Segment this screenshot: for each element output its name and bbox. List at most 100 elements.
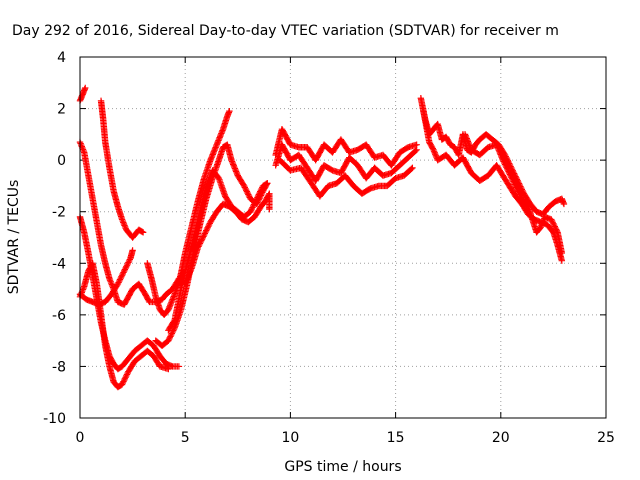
plot-frame	[79, 56, 607, 419]
data-point	[412, 147, 419, 154]
data-point	[513, 185, 521, 192]
data-point	[516, 191, 523, 198]
data-point	[205, 221, 213, 229]
data-point	[171, 291, 178, 299]
data-point	[240, 182, 248, 190]
data-point	[166, 302, 174, 309]
data-point	[82, 84, 89, 92]
series-track-11	[272, 126, 420, 169]
chart-title: Day 292 of 2016, Sidereal Day-to-day VTE…	[12, 23, 559, 39]
data-point	[413, 146, 420, 154]
data-point	[169, 328, 176, 336]
data-point	[118, 273, 125, 280]
data-point	[167, 331, 175, 339]
data-point	[506, 169, 513, 177]
data-point	[121, 266, 129, 273]
y-tick-label: 4	[57, 50, 66, 66]
data-point	[512, 182, 519, 190]
data-point	[255, 191, 263, 198]
data-point	[504, 166, 512, 174]
data-point	[200, 233, 207, 240]
data-point	[166, 334, 173, 341]
data-point	[119, 379, 126, 387]
data-point	[242, 185, 249, 192]
data-point	[120, 376, 128, 384]
data-point	[166, 303, 173, 310]
data-point	[245, 191, 252, 198]
data-point	[432, 151, 439, 158]
data-point	[123, 263, 130, 270]
data-point	[116, 277, 123, 285]
data-point	[108, 279, 115, 287]
data-point	[430, 146, 437, 154]
data-point	[517, 192, 524, 200]
data-point	[205, 223, 212, 230]
data-point	[168, 299, 175, 306]
data-point	[167, 333, 174, 340]
data-point	[505, 168, 512, 175]
x-tick-label: 0	[76, 430, 85, 446]
data-point	[257, 187, 265, 194]
data-marks	[76, 84, 568, 391]
data-point	[117, 274, 124, 282]
data-point	[249, 204, 256, 211]
data-point	[549, 219, 556, 226]
series-track-7	[144, 107, 233, 319]
data-point	[114, 280, 122, 288]
grid	[80, 57, 606, 418]
data-point	[508, 174, 515, 181]
data-point	[250, 202, 257, 210]
y-tick-label: -6	[52, 308, 66, 324]
series-track-12	[272, 141, 420, 184]
data-point	[125, 259, 132, 266]
data-point	[558, 249, 566, 257]
axis-ticks: 0 5 10 15 20 25 -10 -8 -6 -4 -2 0 2 4	[43, 50, 615, 446]
data-point	[194, 244, 202, 252]
data-point	[165, 306, 172, 313]
data-point	[256, 189, 263, 197]
data-point	[165, 365, 172, 373]
data-point	[121, 375, 129, 382]
data-point	[139, 229, 147, 236]
data-point	[409, 164, 416, 172]
data-point	[248, 205, 256, 213]
data-point	[241, 184, 249, 191]
data-point	[432, 152, 440, 159]
x-tick-label: 5	[181, 430, 190, 446]
data-point	[79, 286, 87, 293]
data-point	[508, 175, 516, 182]
data-point	[537, 223, 544, 231]
data-point	[539, 218, 547, 225]
data-point	[79, 146, 87, 153]
data-point	[510, 178, 517, 185]
data-point	[116, 276, 124, 283]
data-point	[254, 192, 262, 200]
data-point	[170, 318, 178, 325]
data-point	[122, 264, 129, 272]
y-tick-label: -4	[52, 256, 66, 272]
data-point	[118, 381, 126, 388]
series-track-1	[76, 84, 89, 105]
series-track-5	[76, 247, 136, 308]
data-point	[202, 228, 209, 236]
data-point	[80, 284, 87, 292]
series-track-6	[97, 97, 147, 241]
y-tick-label: 0	[57, 153, 66, 169]
data-point	[553, 227, 561, 235]
data-point	[169, 296, 176, 303]
x-tick-label: 25	[597, 430, 615, 446]
data-point	[120, 219, 127, 226]
data-point	[129, 247, 136, 254]
data-point	[203, 227, 210, 234]
data-point	[118, 216, 126, 223]
data-point	[201, 230, 209, 237]
data-point	[120, 378, 127, 385]
data-point	[123, 372, 130, 380]
data-point	[431, 149, 438, 156]
data-point	[499, 156, 507, 164]
data-point	[245, 192, 253, 200]
data-point	[196, 240, 204, 247]
data-point	[507, 172, 514, 180]
data-point	[121, 223, 129, 231]
data-point	[124, 260, 131, 268]
